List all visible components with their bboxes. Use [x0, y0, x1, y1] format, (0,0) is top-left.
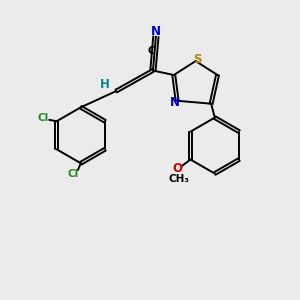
Text: CH₃: CH₃	[168, 174, 189, 184]
Text: S: S	[194, 52, 202, 65]
Text: Cl: Cl	[38, 113, 49, 123]
Text: N: N	[170, 96, 180, 109]
Text: O: O	[172, 163, 182, 176]
Text: Cl: Cl	[68, 169, 79, 179]
Text: C: C	[148, 46, 155, 56]
Text: H: H	[100, 78, 110, 91]
Text: N: N	[151, 25, 161, 38]
